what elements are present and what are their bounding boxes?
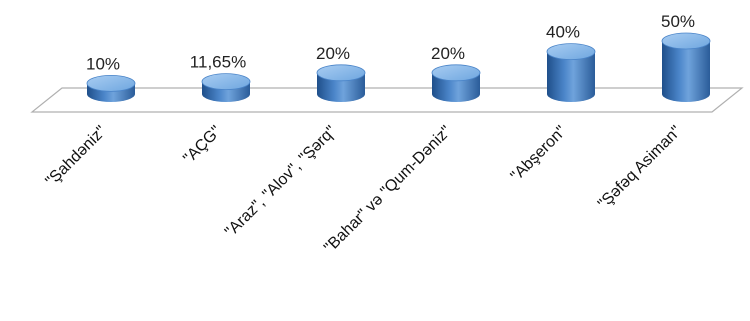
bar-top bbox=[201, 73, 251, 91]
bar bbox=[661, 32, 711, 102]
bar-top bbox=[661, 32, 711, 50]
bar-top bbox=[431, 64, 481, 82]
chart-floor bbox=[30, 87, 744, 113]
bar-top bbox=[86, 75, 136, 92]
category-label: "Bahar" və "Qum-Dəniz" bbox=[321, 123, 455, 257]
value-label: 10% bbox=[86, 54, 120, 73]
value-label: 11,65% bbox=[190, 53, 246, 72]
category-labels: "Şahdəniz" "AÇG""Araz", "Alov", "Şərq""Ba… bbox=[43, 123, 685, 257]
bar-body bbox=[547, 51, 595, 102]
category-label: "AÇG" bbox=[180, 123, 225, 168]
value-label: 20% bbox=[316, 44, 350, 63]
bar bbox=[316, 64, 366, 102]
value-label: 20% bbox=[431, 44, 465, 63]
bar-top bbox=[546, 43, 596, 60]
bars bbox=[86, 32, 711, 102]
category-label: "Şəfəq Asiman" bbox=[595, 123, 685, 213]
bar bbox=[546, 43, 596, 102]
bar bbox=[86, 75, 136, 102]
value-labels: 10% 11,65% 20% 20% 40% 50% bbox=[86, 12, 695, 73]
value-label: 50% bbox=[661, 12, 695, 31]
bar bbox=[431, 64, 481, 102]
category-label: "Şahdəniz" bbox=[43, 123, 110, 190]
category-label: "Araz", "Alov", "Şərq" bbox=[222, 123, 340, 241]
value-label: 40% bbox=[546, 23, 580, 42]
category-label: "Abşeron" bbox=[508, 123, 570, 185]
bar bbox=[201, 73, 251, 102]
bar-body bbox=[662, 41, 710, 102]
bar-top bbox=[316, 64, 366, 82]
